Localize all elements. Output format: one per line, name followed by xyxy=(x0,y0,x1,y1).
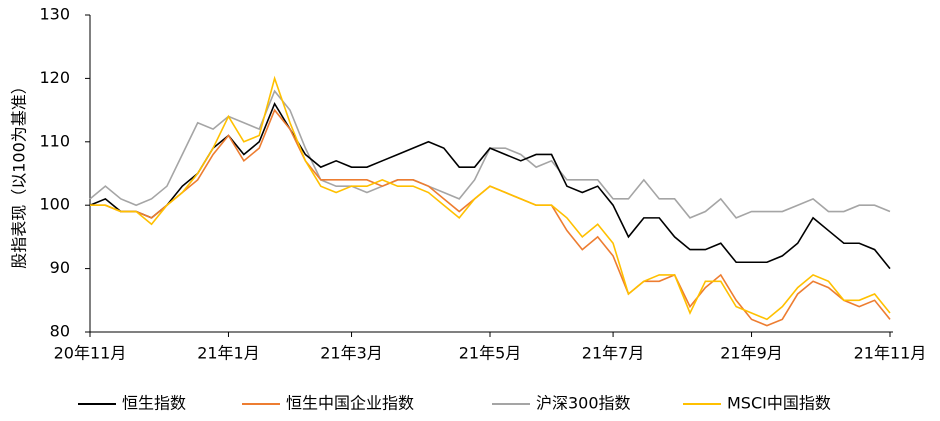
x-tick-label: 21年11月 xyxy=(854,344,927,363)
y-tick-label: 100 xyxy=(39,195,70,214)
x-tick-label: 21年5月 xyxy=(459,344,522,363)
x-tick-label: 21年7月 xyxy=(582,344,645,363)
legend-label: MSCI中国指数 xyxy=(727,394,831,413)
series-line xyxy=(89,101,891,270)
x-tick-label: 21年3月 xyxy=(320,344,383,363)
y-tick-label: 110 xyxy=(39,131,70,150)
legend-label: 恒生中国企业指数 xyxy=(286,394,414,413)
series-line xyxy=(90,75,891,321)
x-tick-label: 20年11月 xyxy=(54,344,127,363)
y-tick-label: 80 xyxy=(50,322,70,341)
x-tick-label: 21年9月 xyxy=(720,344,783,363)
y-axis-label: 股指表现（以100为基准） xyxy=(10,78,29,269)
legend-label: 恒生指数 xyxy=(122,394,186,413)
y-tick-label: 90 xyxy=(50,258,70,277)
y-tick-label: 120 xyxy=(39,68,70,87)
x-tick-label: 21年1月 xyxy=(197,344,260,363)
legend-label: 沪深300指数 xyxy=(536,394,631,413)
series-line xyxy=(90,108,891,327)
y-tick-label: 130 xyxy=(39,5,70,24)
